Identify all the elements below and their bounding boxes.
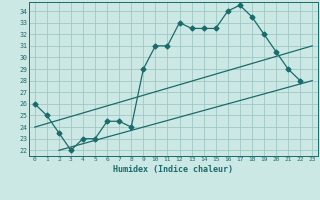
X-axis label: Humidex (Indice chaleur): Humidex (Indice chaleur) [114,165,234,174]
